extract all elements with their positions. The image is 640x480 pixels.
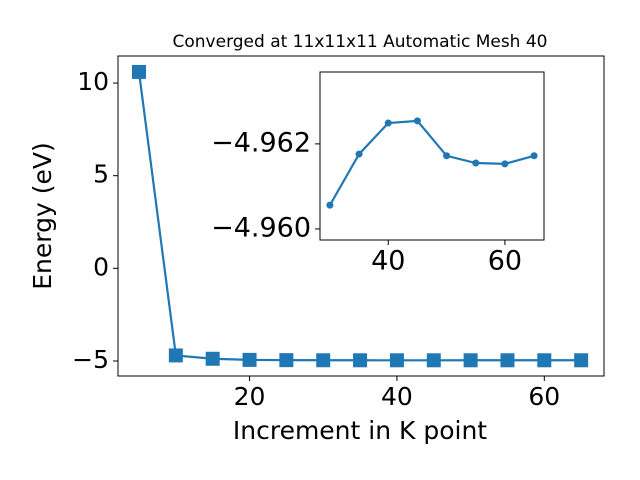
x-tick-label: 40: [371, 246, 405, 277]
marker: [326, 201, 334, 209]
marker: [384, 119, 392, 127]
chart-title: Converged at 11x11x11 Automatic Mesh 40: [173, 32, 548, 52]
marker: [443, 152, 451, 160]
marker: [168, 348, 183, 363]
marker: [413, 117, 421, 125]
x-tick-label: 20: [234, 382, 266, 411]
x-tick-label: 40: [381, 382, 413, 411]
marker: [132, 64, 147, 79]
x-tick-label: 60: [488, 246, 522, 277]
marker: [463, 353, 478, 368]
y-tick-label: 5: [93, 160, 109, 189]
marker: [355, 150, 363, 158]
marker: [242, 352, 257, 367]
marker: [574, 353, 589, 368]
y-tick-label: 0: [93, 252, 109, 281]
marker: [205, 351, 220, 366]
y-tick-label: −5: [72, 345, 109, 374]
y-tick-label: −4.960: [211, 212, 311, 243]
marker: [530, 152, 538, 160]
marker: [279, 353, 294, 368]
marker: [472, 159, 480, 167]
marker: [501, 160, 509, 168]
plot-area: [319, 71, 545, 241]
y-tick-label: −4.962: [211, 127, 311, 158]
marker: [537, 353, 552, 368]
marker: [353, 353, 368, 368]
x-tick-label: 60: [528, 382, 560, 411]
y-tick-label: 10: [77, 67, 109, 96]
series-line: [328, 119, 535, 206]
marker: [389, 353, 404, 368]
marker: [500, 353, 515, 368]
x-axis-label: Increment in K point: [233, 416, 487, 445]
y-axis-label: Energy (eV): [28, 142, 57, 289]
marker: [316, 353, 331, 368]
marker: [426, 353, 441, 368]
